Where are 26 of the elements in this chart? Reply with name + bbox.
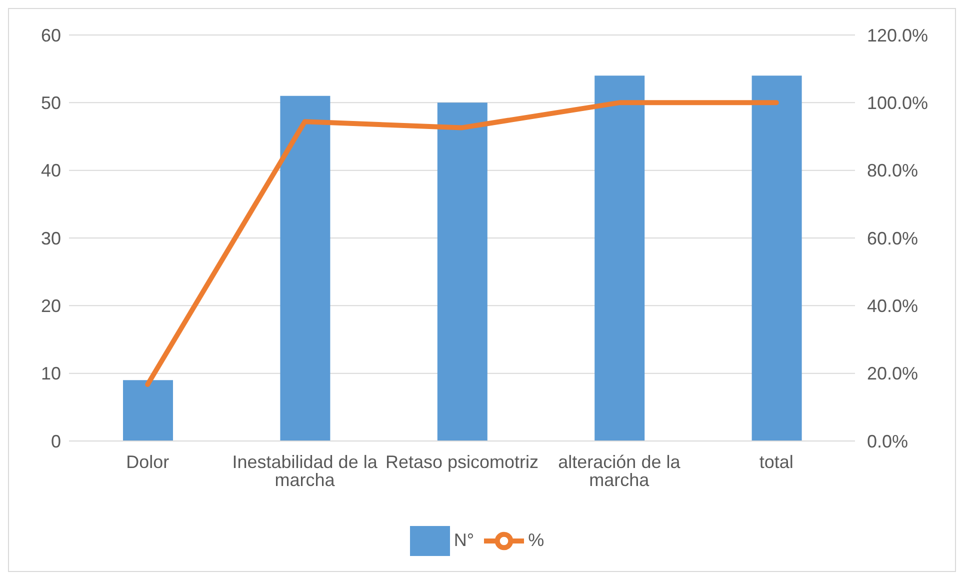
y2-tick-label: 40.0% (867, 296, 918, 316)
x-tick-label: total (759, 452, 794, 472)
y-tick-label: 50 (40, 93, 61, 114)
x-tick-label: Inestabilidad de la marcha (232, 452, 378, 490)
bar (752, 76, 802, 441)
y-tick-label: 20 (40, 296, 61, 316)
legend-label: N° (454, 530, 474, 550)
y-tick-label: 10 (40, 364, 61, 384)
x-tick-label: Retaso psicomotriz (385, 452, 539, 472)
bar (437, 102, 488, 441)
y-tick-label: 40 (40, 160, 61, 181)
y2-tick-label: 100.0% (867, 93, 928, 114)
y-tick-label: 30 (40, 228, 61, 248)
bar (280, 96, 330, 441)
bar (594, 76, 645, 441)
y-tick-label: 0 (50, 431, 61, 452)
y2-tick-label: 120.0% (867, 25, 928, 46)
y-tick-label: 60 (40, 25, 61, 46)
bar (123, 380, 173, 441)
x-tick-label: Dolor (126, 452, 170, 472)
y2-tick-label: 0.0% (867, 431, 908, 452)
legend-label: % (528, 530, 544, 550)
y2-tick-label: 80.0% (867, 160, 918, 181)
x-tick-label: alteración de la marcha (558, 452, 682, 490)
y2-tick-label: 60.0% (867, 228, 918, 248)
y2-tick-label: 20.0% (867, 364, 918, 384)
